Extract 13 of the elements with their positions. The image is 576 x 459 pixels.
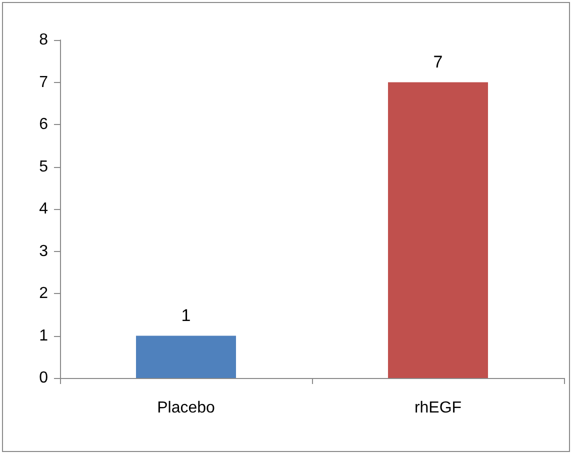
- y-tick-label: 3: [39, 242, 48, 260]
- data-label: 1: [181, 306, 191, 325]
- y-tick-label: 4: [39, 200, 48, 218]
- x-tick-label: Placebo: [157, 400, 216, 416]
- y-tick-label: 8: [39, 32, 48, 48]
- y-tick-label: 5: [39, 158, 48, 176]
- y-tick-label: 0: [39, 370, 48, 386]
- y-tick-label: 6: [39, 116, 48, 133]
- y-tick-label: 1: [39, 327, 48, 344]
- y-tick-label: 2: [39, 285, 48, 302]
- x-tick-label: rhEGF: [414, 400, 462, 416]
- data-label: 7: [433, 52, 443, 72]
- y-tick-label: 7: [39, 74, 48, 91]
